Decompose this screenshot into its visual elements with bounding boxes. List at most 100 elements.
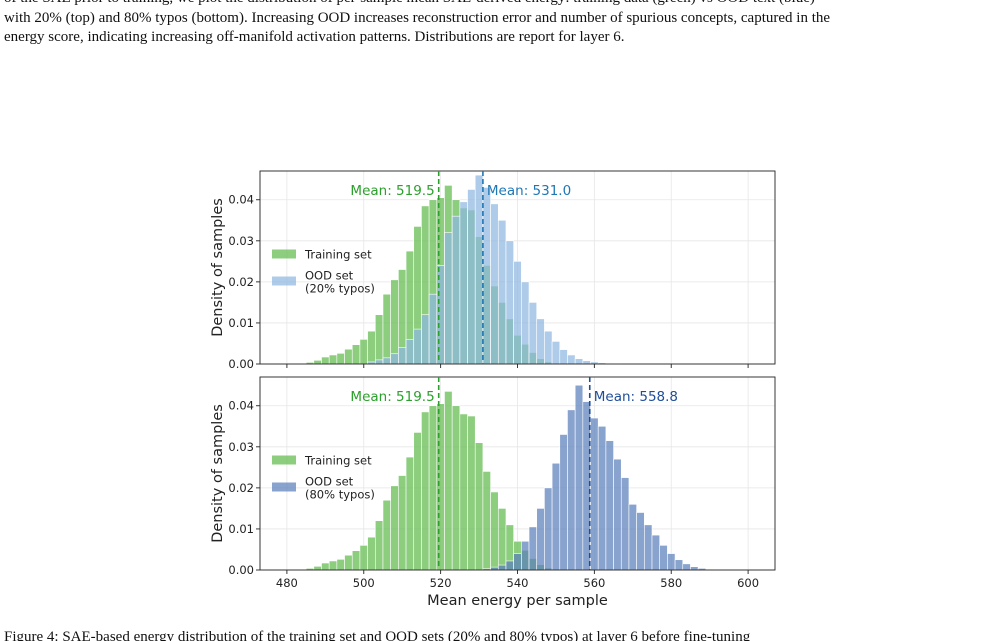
bottom-panel-series2-bar	[605, 440, 614, 571]
bottom-panel-series2-bar	[505, 560, 514, 571]
bottom-panel-mean-label-1: Mean: 519.5	[350, 389, 434, 405]
bottom-panel-xtick-label: 560	[583, 576, 605, 590]
bottom-panel-ytick-label: 0.03	[228, 440, 254, 454]
top-panel-series2-bar	[567, 354, 576, 365]
bottom-panel-series2-bar	[644, 524, 653, 571]
bottom-panel-series2-bar	[521, 540, 530, 571]
caption-bottom: Figure 4: SAE-based energy distribution …	[4, 628, 982, 641]
bottom-panel-series2-bar	[513, 553, 522, 571]
top-panel-series2-bar	[551, 341, 561, 365]
bottom-panel-xtick-label: 500	[353, 576, 375, 590]
bottom-panel-ylabel: Density of samples	[210, 404, 226, 543]
bottom-panel-series1-bar	[336, 559, 345, 571]
top-panel-legend-label-2: OOD set (20% typos)	[305, 269, 375, 296]
bottom-panel-series2-bar	[620, 477, 630, 571]
bottom-panel-ytick-label: 0.01	[228, 522, 254, 536]
top-panel-series2-bar	[390, 353, 399, 365]
top-panel-series2-bar	[467, 189, 476, 365]
top-panel-legend-label-line: (20% typos)	[305, 282, 375, 296]
bottom-panel-series1-bar	[421, 411, 430, 571]
bottom-panel-series1-bar	[321, 562, 330, 571]
bottom-panel-ytick-label: 0.00	[228, 563, 254, 577]
top-panel-ytick-label: 0.02	[228, 275, 254, 289]
bottom-panel-series2-bar	[674, 559, 684, 571]
top-panel-series1-bar	[313, 360, 322, 365]
bottom-panel-xtick-label: 580	[660, 576, 682, 590]
caption-top: of the SAE prior to training, we plot th…	[4, 0, 982, 48]
bottom-panel-series1-bar	[313, 566, 322, 571]
top-panel-series2-bar	[544, 330, 553, 365]
bottom-panel-xtick-label: 540	[507, 576, 529, 590]
bottom-panel-series1-bar	[428, 405, 438, 571]
top-panel-series1-bar	[390, 279, 399, 365]
bottom-panel-xtick-label: 600	[737, 576, 759, 590]
top-panel-legend-swatch-1	[272, 249, 296, 259]
top-panel-ytick-label: 0.00	[228, 357, 254, 371]
bottom-panel-series1-bar	[351, 550, 361, 571]
top-panel-series2-bar	[413, 328, 422, 365]
bottom-panel-legend-label-1: Training set	[304, 454, 372, 468]
bottom-panel-series1-bar	[344, 554, 353, 571]
bottom-panel-series1-bar	[459, 413, 468, 571]
bottom-panel-series1-bar	[497, 508, 507, 571]
bottom-panel-series2-bar	[597, 425, 607, 571]
top-panel-series2-bar	[528, 302, 538, 365]
bottom-panel-ytick-label: 0.02	[228, 481, 254, 495]
bottom-panel-series1-bar	[451, 405, 461, 571]
top-panel-series2-bar	[421, 314, 430, 365]
bottom-panel-series2-bar	[574, 384, 584, 571]
top-panel-ylabel: Density of samples	[210, 198, 226, 337]
bottom-panel-series2-bar	[567, 409, 576, 571]
bottom-panel-series2-bar	[497, 564, 507, 571]
bottom-panel-series1-bar	[405, 456, 415, 571]
top-panel-ytick-label: 0.01	[228, 316, 254, 330]
top-panel-series2-bar	[574, 358, 584, 365]
top-panel-series1-bar	[359, 339, 368, 365]
bottom-panel-legend-label-line: (80% typos)	[305, 488, 375, 502]
top-panel-series2-bar	[559, 349, 568, 365]
top-panel-legend-label-1: Training set	[304, 248, 372, 262]
top-panel-series1-bar	[382, 293, 391, 365]
bottom-panel-series1-bar	[444, 391, 453, 571]
bottom-panel-series1-bar	[328, 560, 338, 571]
bottom-panel-series1-bar	[374, 520, 384, 571]
top-panel-series2-bar	[536, 318, 545, 365]
bottom-panel-series1-bar	[482, 471, 491, 571]
top-panel-legend-swatch-2	[272, 276, 296, 286]
bottom-panel-legend-label-line: Training set	[304, 454, 372, 468]
bottom-panel-series1-bar	[390, 485, 399, 571]
bottom-panel-xtick-label: 520	[430, 576, 452, 590]
caption-line-2: with 20% (top) and 80% typos (bottom). I…	[4, 9, 831, 26]
bottom-panel-xlabel: Mean energy per sample	[427, 593, 608, 609]
bottom-panel-series1-bar	[359, 545, 368, 571]
bottom-panel-series1-bar	[467, 415, 476, 571]
top-panel-series2-bar	[374, 359, 384, 365]
top-panel-series2-bar	[497, 219, 507, 365]
caption-line-1: of the SAE prior to training, we plot th…	[4, 0, 982, 9]
top-panel-series1-bar	[336, 353, 345, 365]
top-panel-series2-bar	[513, 261, 522, 365]
bottom-panel-series2-bar	[544, 487, 553, 571]
top-panel-series1-bar	[328, 354, 338, 365]
bottom-panel-mean-label-2: Mean: 558.8	[594, 389, 678, 405]
bottom-panel-ytick-label: 0.04	[228, 399, 254, 413]
bottom-panel-series2-bar	[628, 503, 637, 571]
bottom-panel-legend-label-2: OOD set (80% typos)	[305, 475, 375, 502]
top-panel-series2-bar	[398, 347, 407, 365]
top-panel-series2-bar	[405, 339, 415, 365]
bottom-panel-series1-bar	[413, 432, 422, 571]
bottom-panel-legend-label-line: OOD set	[305, 475, 354, 489]
top-panel-series2-bar	[382, 357, 391, 365]
bottom-panel-series2-bar	[590, 417, 599, 571]
top-panel-series1-bar	[367, 330, 376, 365]
top-panel-series1-bar	[351, 344, 361, 365]
top-panel-series2-bar	[521, 281, 530, 365]
top-panel-series2-bar	[505, 240, 514, 365]
top-panel-series2-bar	[459, 201, 468, 365]
top-panel-series1-bar	[321, 356, 330, 365]
caption-line-3: energy score, indicating increasing off-…	[4, 29, 625, 45]
bottom-panel-legend-swatch-2	[272, 482, 296, 492]
top-panel-mean-label-1: Mean: 519.5	[350, 183, 434, 199]
bottom-panel-series1-bar	[382, 499, 391, 571]
top-panel-series2-bar	[474, 174, 484, 365]
